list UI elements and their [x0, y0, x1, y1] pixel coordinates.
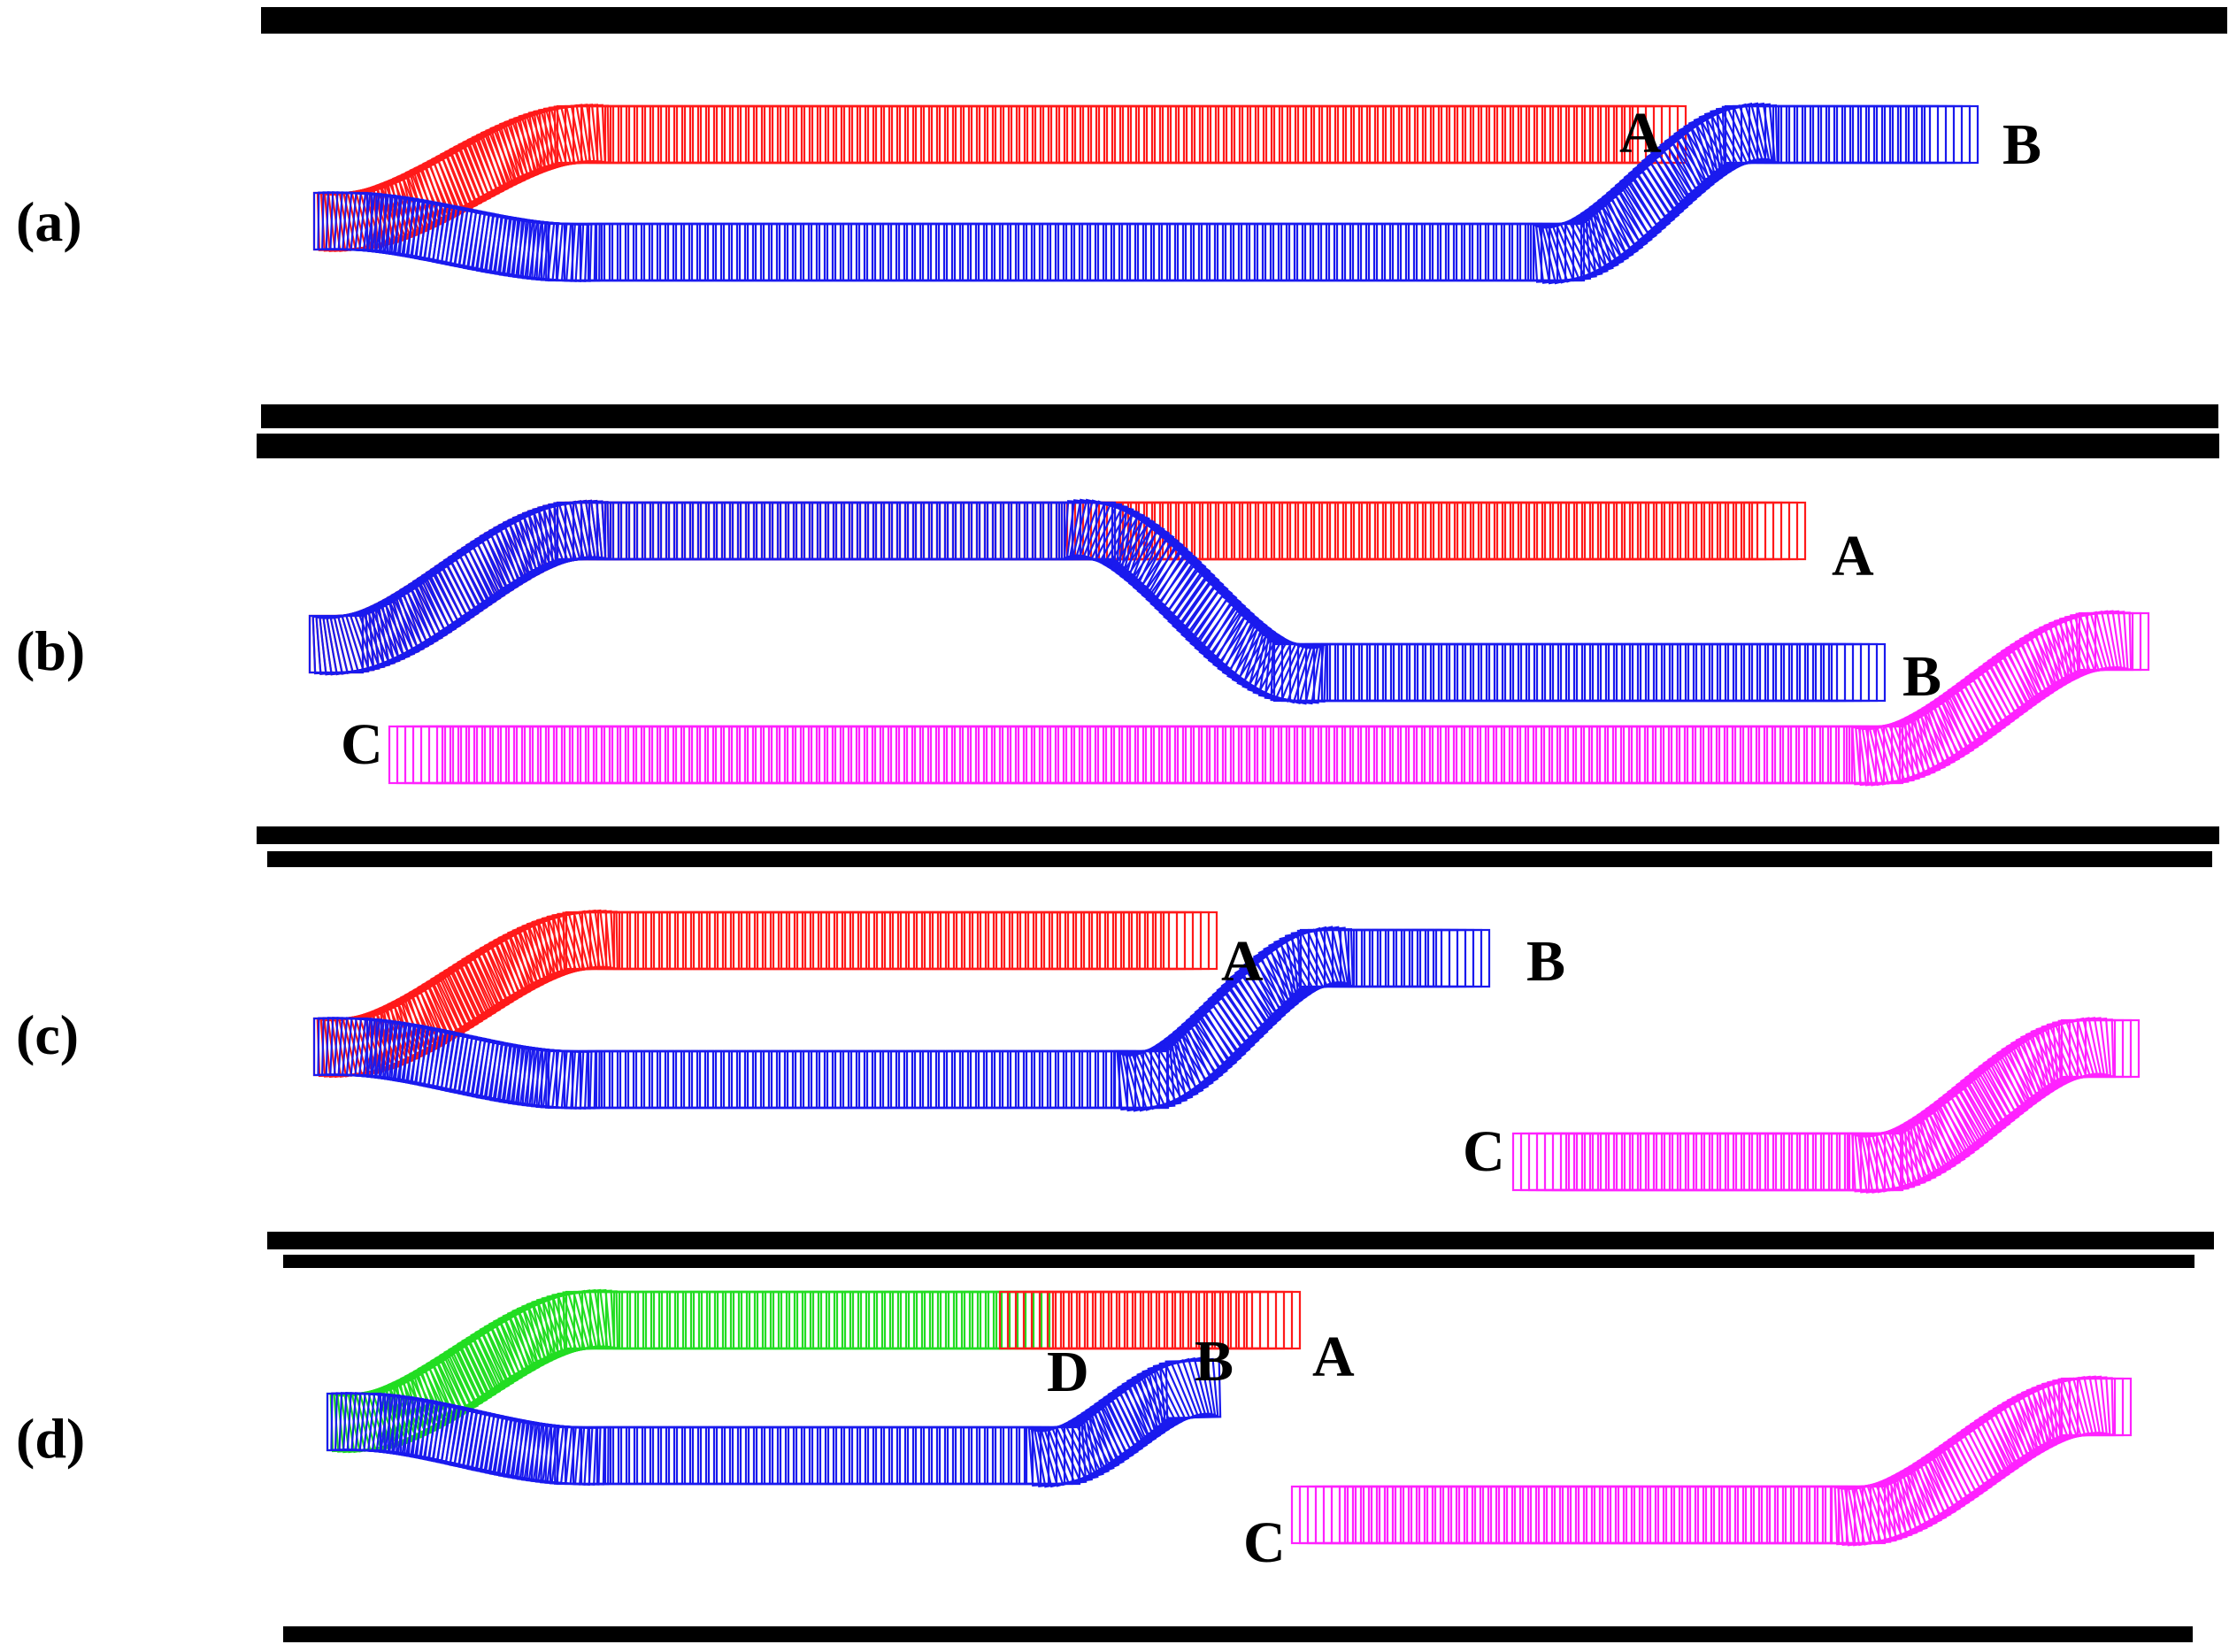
- trail-c-blue: [312, 926, 1491, 1112]
- vehicle-label-a-A: A: [1619, 101, 1662, 165]
- vehicle-label-a-B: B: [2002, 112, 2041, 177]
- barrier-a-top: [261, 7, 2227, 34]
- trail-a-blue: [312, 102, 1979, 285]
- barrier-b-bottom: [257, 826, 2219, 844]
- trail-d-blue-snapshot: [1164, 1359, 1222, 1419]
- trail-d-magenta-snapshot: [2076, 1377, 2133, 1437]
- trail-c-magenta: [1511, 1017, 2141, 1194]
- panel-label-a: (a): [16, 190, 82, 253]
- vehicle-label-d-D: D: [1047, 1340, 1089, 1404]
- trail-d-red-snapshot: [1245, 1290, 1302, 1350]
- trail-c-magenta-snapshot: [2084, 1018, 2141, 1079]
- vehicle-label-c-B: B: [1526, 929, 1565, 994]
- trail-c-blue-snapshot: [1203, 971, 1282, 1051]
- trail-a-blue-snapshot: [1923, 104, 1979, 165]
- vehicle-label-d-A: A: [1312, 1325, 1355, 1389]
- vehicle-label-b-C: C: [341, 712, 383, 777]
- trail-b-blue-snapshot: [1141, 547, 1220, 628]
- vehicle-label-d-B: B: [1195, 1329, 1234, 1394]
- vehicle-label-c-A: A: [1221, 929, 1264, 994]
- trail-b-blue-snapshot: [1176, 582, 1256, 663]
- road-boundaries: [257, 7, 2227, 1642]
- barrier-a-bottom: [261, 404, 2218, 428]
- barrier-d-top: [283, 1255, 2194, 1268]
- panel-label-b: (b): [16, 619, 85, 682]
- trail-d-magenta: [1290, 1375, 2133, 1547]
- trail-b-blue-snapshot: [1830, 642, 1887, 703]
- barrier-c-bottom: [267, 1232, 2214, 1249]
- barrier-b-top: [257, 434, 2219, 458]
- trail-b-red-snapshot: [1750, 501, 1807, 561]
- trail-b-magenta-snapshot: [2094, 611, 2150, 672]
- vehicle-label-b-B: B: [1902, 644, 1941, 709]
- vehicle-label-b-A: A: [1832, 524, 1874, 588]
- barrier-d-bottom: [283, 1626, 2193, 1642]
- trail-b-magenta: [388, 610, 2150, 787]
- trail-d-blue: [326, 1356, 1222, 1488]
- barrier-c-top: [267, 851, 2212, 867]
- trail-b-blue-snapshot: [1167, 573, 1247, 654]
- trail-b-blue: [308, 498, 1887, 705]
- trail-c-red-snapshot: [1162, 911, 1218, 971]
- vehicle-label-c-C: C: [1463, 1119, 1505, 1184]
- trail-d-red: [998, 1290, 1302, 1350]
- vehicle-trajectories: [308, 102, 2150, 1547]
- vehicle-label-d-C: C: [1243, 1510, 1286, 1575]
- trail-b-blue-snapshot: [1145, 551, 1225, 632]
- trail-c-blue-snapshot: [1434, 928, 1491, 988]
- panel-label-d: (d): [16, 1407, 85, 1470]
- panel-label-c: (c): [16, 1003, 79, 1066]
